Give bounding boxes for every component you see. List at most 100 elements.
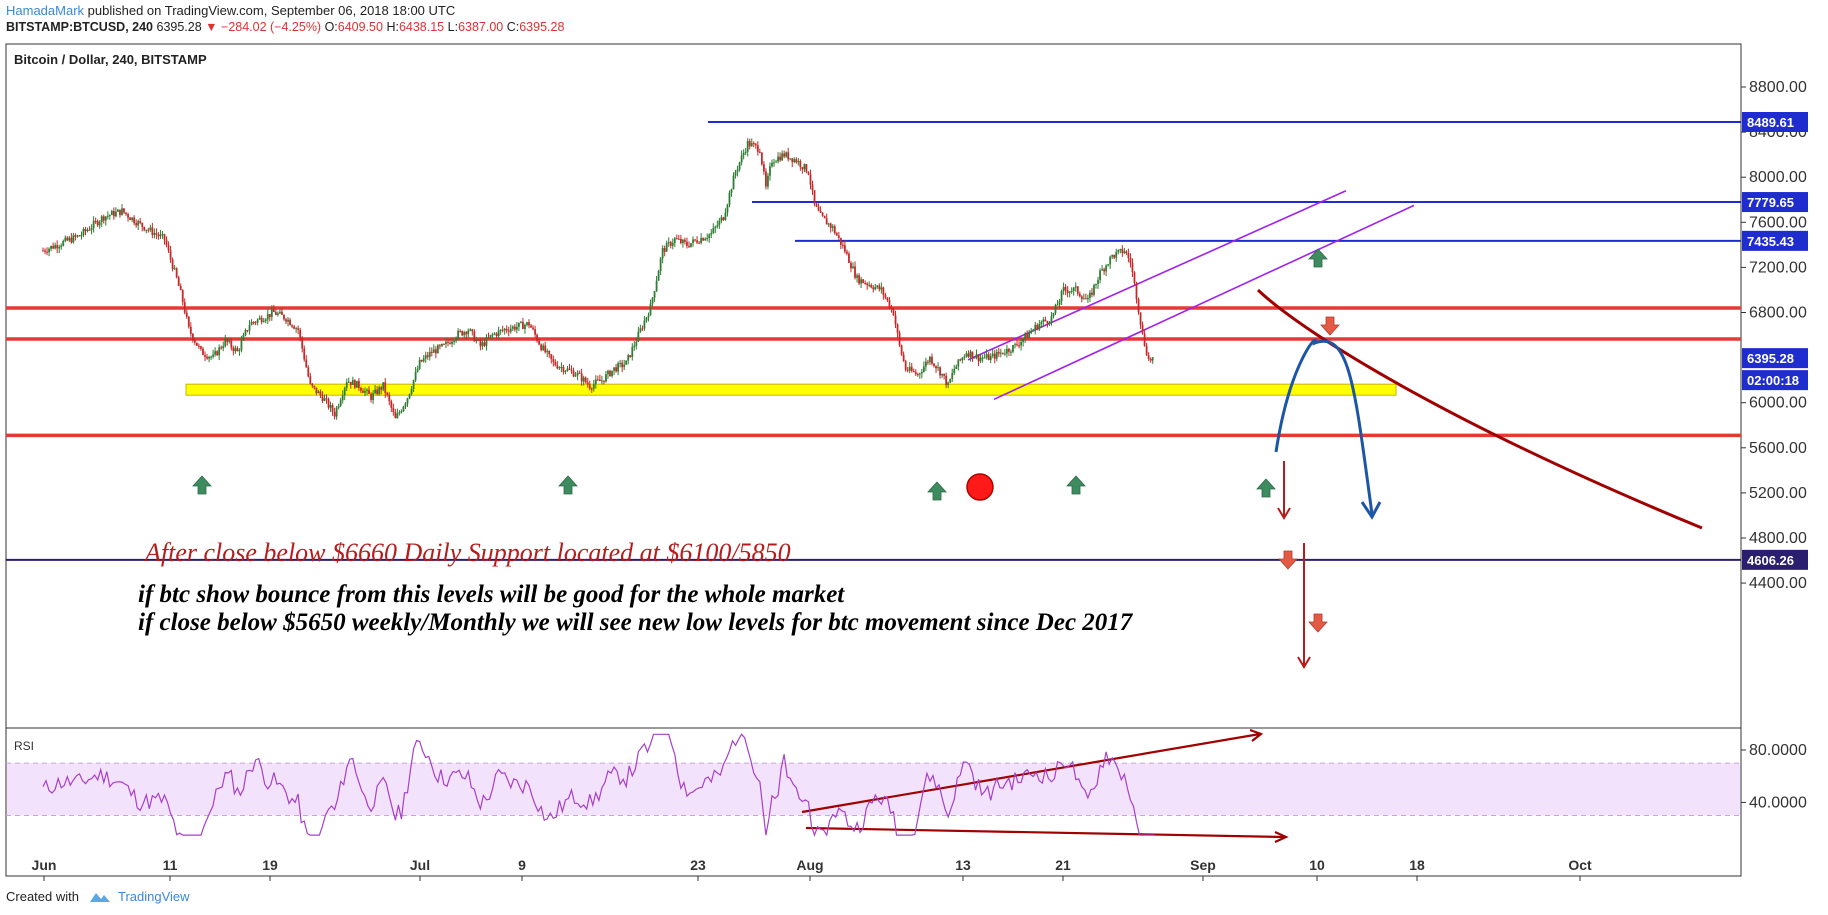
candle-body: [704, 238, 707, 241]
rsi-tick-label: 80.0000: [1749, 742, 1807, 759]
candle-body: [580, 373, 583, 382]
candle-body: [159, 234, 162, 237]
candle-body: [289, 319, 291, 326]
candle-body: [277, 313, 279, 315]
time-axis: Jun 11 19 Jul 9 23 Aug 13 21 Sep 10 18 Oct: [32, 857, 1592, 881]
candle-body: [323, 398, 326, 401]
candle-body: [732, 175, 735, 190]
candle-body: [684, 239, 686, 242]
candle-body: [615, 367, 617, 372]
candle-body: [1066, 290, 1069, 293]
candle-body: [187, 316, 190, 327]
candle-body: [252, 321, 255, 323]
candle-body: [720, 217, 723, 221]
rsi-divergence-lower: [805, 826, 1286, 839]
candle-body: [495, 333, 498, 337]
candle-body: [465, 332, 468, 335]
tradingview-link[interactable]: TradingView: [118, 889, 190, 904]
candle-body: [1143, 333, 1146, 346]
candle-body: [779, 156, 781, 161]
candle-body: [726, 204, 729, 213]
price-axis: 8800.008400.008000.007600.007200.006800.…: [1741, 79, 1807, 811]
candle-body: [835, 233, 838, 236]
candle-body: [137, 221, 140, 226]
rsi-tick-label: 40.0000: [1749, 794, 1807, 811]
candle-body: [979, 357, 982, 362]
candle-body: [754, 143, 757, 146]
candle-body: [546, 350, 549, 353]
candle-body: [491, 334, 494, 336]
candle-body: [603, 380, 605, 382]
rsi-divergence-upper-head: [1249, 728, 1264, 742]
candle-body: [667, 242, 670, 244]
candle-body: [408, 393, 411, 399]
candle-body: [311, 383, 314, 386]
candle-body: [649, 303, 652, 316]
candle-body: [694, 239, 696, 241]
y-tick-label: 6000.00: [1749, 395, 1807, 412]
candle-body: [143, 226, 146, 231]
candle-body: [370, 393, 372, 400]
candle-body: [526, 322, 528, 325]
annotation-2: if close below $5650 weekly/Monthly we w…: [138, 609, 1134, 636]
candle-body: [953, 368, 956, 373]
candle-body: [453, 340, 455, 342]
x-tick-label: Jul: [410, 857, 430, 873]
candle-body: [287, 319, 289, 322]
low-label: L:: [447, 20, 459, 34]
candle-body: [1082, 298, 1085, 300]
x-tick-label: 18: [1409, 857, 1425, 873]
candle-body: [839, 237, 842, 245]
candle-body: [84, 229, 87, 232]
candle-body: [461, 331, 464, 336]
candle-body: [544, 345, 547, 353]
candle-body: [44, 250, 46, 252]
candle-body: [882, 287, 885, 295]
candle-body: [131, 217, 133, 220]
candle-body: [230, 340, 233, 348]
candle-body: [520, 321, 522, 323]
candle-body: [582, 377, 585, 382]
candle-body: [714, 226, 717, 229]
candle-body: [1087, 297, 1089, 300]
y-tick-label: 4400.00: [1749, 575, 1807, 592]
candle-body: [489, 334, 492, 338]
candle-body: [734, 171, 737, 176]
candle-body: [434, 349, 437, 354]
candle-body: [56, 245, 59, 249]
candle-body: [141, 222, 144, 227]
candle-body: [378, 387, 381, 394]
candle-body: [548, 350, 551, 355]
author-link[interactable]: HamadaMark: [6, 3, 85, 18]
candle-body: [848, 253, 850, 263]
level-tag-label: 7779.65: [1747, 195, 1794, 210]
close-label: C:: [506, 20, 520, 34]
drawings: [192, 248, 1703, 844]
candle-body: [951, 372, 954, 380]
candle-body: [236, 348, 239, 352]
candle-body: [916, 374, 919, 376]
candle-body: [169, 250, 172, 260]
candle-body: [977, 354, 980, 362]
candle-body: [894, 315, 897, 325]
candle-body: [121, 208, 123, 215]
candle-body: [724, 212, 727, 221]
candle-body: [50, 245, 52, 249]
candle-body: [993, 353, 996, 359]
rsi-divergence-upper: [801, 732, 1261, 814]
candle-body: [829, 223, 832, 228]
candle-body: [728, 192, 731, 205]
candle-body: [167, 245, 170, 251]
candle-body: [374, 389, 376, 394]
candle-body: [248, 324, 251, 331]
candle-body: [147, 229, 150, 231]
candle-body: [941, 373, 943, 376]
candle-body: [272, 309, 275, 312]
candle-body: [349, 381, 352, 385]
candle-body: [888, 300, 891, 308]
candle-body: [1111, 254, 1114, 257]
candle-body: [1103, 269, 1105, 272]
candle-body: [878, 285, 881, 290]
candle-body: [536, 334, 538, 341]
